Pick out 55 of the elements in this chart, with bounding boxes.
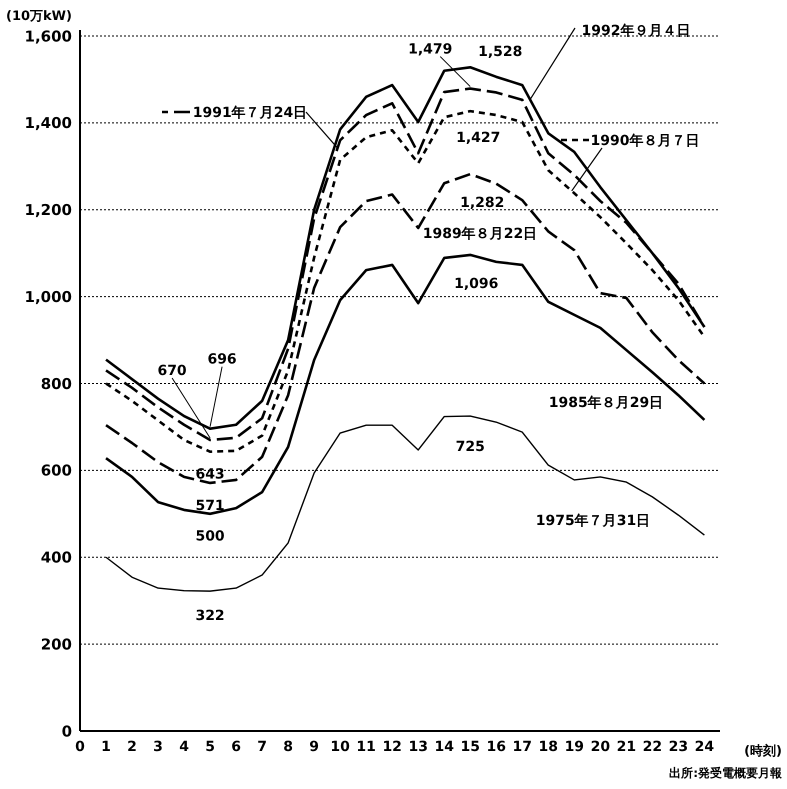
y-axis-title: (10万kW) bbox=[6, 9, 72, 24]
x-tick-label: 22 bbox=[642, 739, 662, 755]
x-tick-label: 8 bbox=[283, 739, 294, 755]
series-label: 1975年７月31日 bbox=[536, 512, 650, 529]
x-tick-label: 12 bbox=[382, 739, 402, 755]
data-label: 670 bbox=[157, 362, 187, 379]
x-tick-label: 20 bbox=[590, 739, 610, 755]
x-tick-label: 4 bbox=[179, 739, 190, 755]
series-label: 1985年８月29日 bbox=[548, 394, 664, 411]
text: 1992年９月４日 bbox=[582, 22, 690, 39]
x-tick-label: 2 bbox=[127, 739, 137, 755]
x-tick-label: 15 bbox=[460, 739, 480, 755]
data-label: 1,427 bbox=[456, 130, 500, 146]
x-tick-label: 10 bbox=[330, 739, 350, 755]
x-tick-label: 19 bbox=[564, 739, 584, 755]
x-tick-label: 16 bbox=[486, 739, 506, 755]
y-tick-label: 0 bbox=[62, 722, 72, 740]
x-tick-label: 3 bbox=[153, 739, 163, 755]
data-label: 725 bbox=[456, 438, 485, 455]
data-label: 1,282 bbox=[460, 195, 504, 212]
y-tick-label: 1,000 bbox=[24, 288, 72, 306]
x-tick-label: 24 bbox=[694, 739, 714, 755]
data-label: 322 bbox=[195, 608, 225, 624]
data-label: 571 bbox=[195, 498, 225, 514]
y-tick-label: 1,200 bbox=[24, 201, 72, 219]
x-tick-label: 1 bbox=[101, 739, 111, 755]
legend-label: 1990年８月７日 bbox=[590, 132, 700, 149]
series-label: 1989年８月22日 bbox=[422, 226, 538, 242]
y-tick-label: 800 bbox=[40, 374, 72, 393]
x-tick-label: 11 bbox=[356, 739, 376, 755]
x-tick-label: 18 bbox=[538, 739, 558, 755]
y-tick-label: 1,600 bbox=[24, 27, 72, 46]
x-axis-title: (時刻) bbox=[744, 743, 782, 759]
data-label: 500 bbox=[195, 528, 225, 545]
y-tick-label: 400 bbox=[40, 548, 72, 566]
x-tick-label: 7 bbox=[257, 739, 267, 755]
data-label: 1,479 bbox=[408, 41, 452, 58]
x-tick-label: 14 bbox=[434, 739, 454, 755]
y-tick-label: 1,400 bbox=[24, 114, 72, 132]
y-tick-label: 200 bbox=[40, 635, 72, 654]
data-label: 1,528 bbox=[478, 44, 522, 60]
x-tick-label: 5 bbox=[205, 739, 215, 755]
x-tick-label: 9 bbox=[309, 739, 320, 755]
x-tick-label: 0 bbox=[75, 739, 86, 755]
y-tick-label: 600 bbox=[40, 462, 72, 480]
x-tick-label: 23 bbox=[668, 739, 688, 755]
text: 出所:発受電概要月報 bbox=[669, 766, 783, 780]
x-tick-label: 6 bbox=[231, 739, 241, 755]
x-tick-label: 13 bbox=[408, 739, 428, 755]
x-tick-label: 21 bbox=[616, 739, 636, 755]
data-label: 643 bbox=[195, 466, 225, 483]
data-label: 696 bbox=[207, 352, 237, 368]
x-tick-label: 17 bbox=[512, 739, 532, 755]
data-label: 1,096 bbox=[454, 276, 498, 292]
legend-label: 1991年７月24日 bbox=[192, 104, 308, 121]
